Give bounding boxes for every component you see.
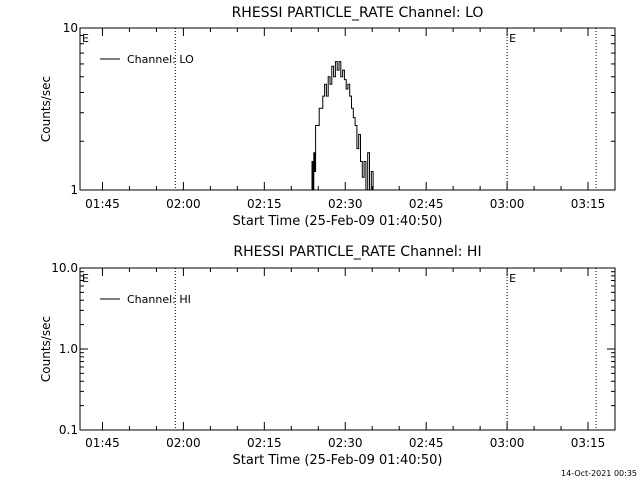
panel-1-x-tick-label: 03:00 [490, 197, 525, 211]
panel-2-y-axis-label: Counts/sec [39, 316, 53, 382]
panel-1-x-tick-label: 03:15 [571, 197, 606, 211]
panel-1-x-tick-label: 02:45 [409, 197, 444, 211]
panel-2-x-tick-label: 02:45 [409, 436, 444, 450]
panel-2-chart-title: RHESSI PARTICLE_RATE Channel: HI [233, 244, 481, 260]
panel-1-x-tick-label: 01:45 [85, 197, 120, 211]
panel-2-x-axis-label: Start Time (25-Feb-09 01:40:50) [233, 453, 443, 468]
panel-2-y-tick-label: 1.0 [59, 342, 78, 356]
panel-1-x-tick-label: 02:15 [247, 197, 282, 211]
panel-2-y-tick-label: 10.0 [51, 261, 78, 275]
panel-1-x-tick-label: 02:00 [166, 197, 201, 211]
panel-1-y-axis-label: Counts/sec [39, 76, 53, 142]
panel-2-x-tick-label: 01:45 [85, 436, 120, 450]
panel-1-event-marker-label: E [82, 32, 89, 45]
panel-1-chart-title: RHESSI PARTICLE_RATE Channel: LO [232, 5, 484, 21]
panel-2-x-tick-label: 03:00 [490, 436, 525, 450]
panel-1-series-1-line [311, 61, 377, 191]
panel-2-x-tick-label: 02:00 [166, 436, 201, 450]
panel-1-event-marker-label: E [509, 32, 516, 45]
panel-2-x-tick-label: 02:15 [247, 436, 282, 450]
panel-1-plot-frame [79, 27, 616, 191]
panel-1-x-axis-label: Start Time (25-Feb-09 01:40:50) [233, 214, 443, 229]
panel-1-y-tick-label: 10 [63, 21, 78, 35]
panel-2-legend-label: Channel: HI [127, 293, 191, 306]
panel-2-x-tick-label: 02:30 [328, 436, 363, 450]
panel-2-event-marker-label: E [509, 272, 516, 285]
panel-2-x-tick-label: 03:15 [571, 436, 606, 450]
panel-1-legend-label: Channel: LO [127, 53, 194, 66]
panel-1-x-tick-label: 02:30 [328, 197, 363, 211]
plot-timestamp: 14-Oct-2021 00:35 [561, 469, 637, 478]
panel-2-y-tick-label: 0.1 [59, 423, 78, 437]
panel-2-event-marker-label: E [82, 272, 89, 285]
panel-1-y-tick-label: 1 [70, 183, 78, 197]
